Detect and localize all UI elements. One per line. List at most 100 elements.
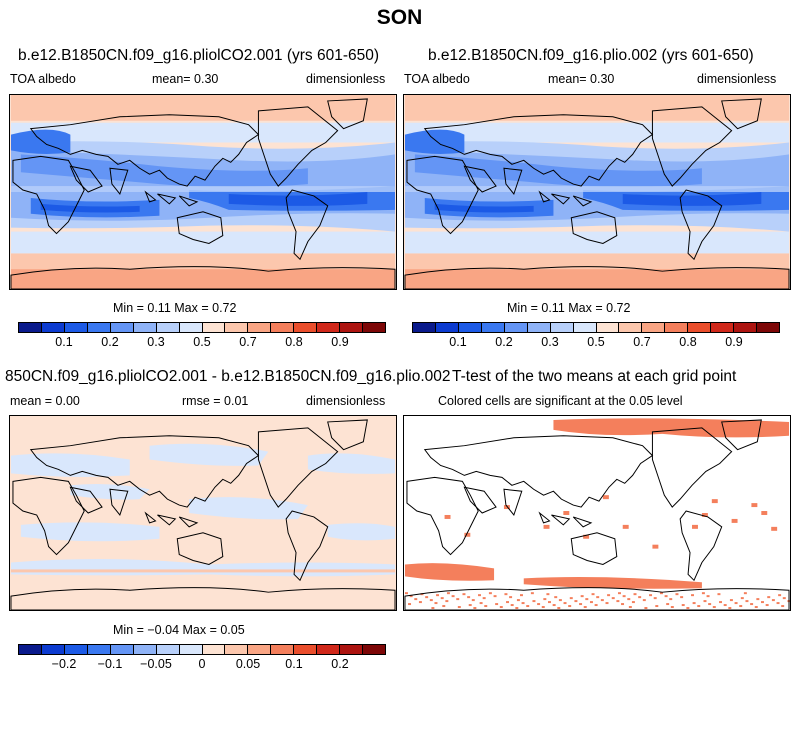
colorbar-swatch	[19, 645, 42, 654]
colorbar-swatch	[179, 323, 203, 332]
colorbar-swatch	[87, 645, 111, 654]
colorbar-tick-label: 0.1	[55, 335, 73, 349]
panel3-minmax: Min = −0.04 Max = 0.05	[113, 623, 245, 637]
colorbar-swatch	[133, 645, 157, 654]
map-field	[10, 416, 396, 610]
colorbar-swatch	[340, 645, 364, 654]
colorbar-swatch	[550, 323, 574, 332]
panel2-map	[403, 94, 791, 290]
colorbar-swatch	[179, 645, 203, 654]
colorbar-tick-label: 0.7	[633, 335, 651, 349]
colorbar-tick-label: 0.9	[331, 335, 349, 349]
colorbar-swatch	[596, 323, 620, 332]
panel3-units: dimensionless	[306, 394, 386, 408]
colorbar-tick-label: 0	[198, 657, 206, 671]
colorbar-swatch	[504, 323, 528, 332]
panel3-mean: mean = 0.00	[10, 394, 80, 408]
colorbar-swatch	[294, 323, 318, 332]
colorbar-tick-label: 0.5	[193, 335, 211, 349]
colorbar-tick-label: 0.7	[239, 335, 257, 349]
panel3-colorbar	[18, 644, 386, 655]
colorbar-swatch	[202, 645, 226, 654]
colorbar-swatch	[248, 645, 272, 654]
panel2-title: b.e12.B1850CN.f09_g16.plio.002 (yrs 601-…	[428, 47, 754, 64]
panel2-variable: TOA albedo	[404, 72, 470, 86]
panel1-units: dimensionless	[306, 72, 386, 86]
panel2-minmax: Min = 0.11 Max = 0.72	[507, 301, 631, 315]
panel2-colorbar	[412, 322, 780, 333]
colorbar-swatch	[156, 645, 180, 654]
colorbar-swatch	[435, 323, 459, 332]
colorbar-swatch	[642, 323, 666, 332]
colorbar-swatch	[41, 645, 65, 654]
colorbar-swatch	[271, 645, 295, 654]
colorbar-swatch	[340, 323, 364, 332]
colorbar-swatch	[317, 645, 341, 654]
colorbar-tick-label: −0.2	[51, 657, 77, 671]
panel1-colorbar-ticks: 0.1 0.2 0.3 0.5 0.7 0.8 0.9	[18, 335, 386, 351]
colorbar-tick-label: 0.5	[587, 335, 605, 349]
colorbar-swatch	[481, 323, 505, 332]
colorbar-swatch	[156, 323, 180, 332]
colorbar-swatch	[248, 323, 272, 332]
colorbar-swatch	[225, 645, 249, 654]
colorbar-tick-label: 0.05	[235, 657, 261, 671]
colorbar-swatch	[64, 645, 88, 654]
map-field	[404, 416, 790, 610]
colorbar-swatch	[458, 323, 482, 332]
colorbar-tick-label: −0.05	[140, 657, 172, 671]
colorbar-swatch	[573, 323, 597, 332]
colorbar-swatch	[271, 323, 295, 332]
colorbar-swatch	[41, 323, 65, 332]
colorbar-swatch	[87, 323, 111, 332]
colorbar-swatch	[688, 323, 712, 332]
colorbar-tick-label: 0.3	[541, 335, 559, 349]
map-field	[404, 95, 790, 289]
colorbar-swatch	[711, 323, 735, 332]
colorbar-swatch	[317, 323, 341, 332]
colorbar-swatch	[619, 323, 643, 332]
colorbar-swatch	[294, 645, 318, 654]
panel2-colorbar-ticks: 0.1 0.2 0.3 0.5 0.7 0.8 0.9	[412, 335, 780, 351]
colorbar-swatch	[110, 323, 134, 332]
panel2-mean: mean= 0.30	[548, 72, 615, 86]
panel4-subtitle: Colored cells are significant at the 0.0…	[438, 394, 683, 408]
panel3-map	[9, 415, 397, 611]
panel1-title: b.e12.B1850CN.f09_g16.pliolCO2.001 (yrs …	[18, 47, 380, 64]
colorbar-swatch	[133, 323, 157, 332]
colorbar-tick-label: 0.1	[285, 657, 303, 671]
map-field	[10, 95, 396, 289]
page-title: SON	[376, 6, 423, 29]
colorbar-tick-label: 0.9	[725, 335, 743, 349]
panel3-colorbar-ticks: −0.2 −0.1 −0.05 0 0.05 0.1 0.2	[18, 657, 386, 673]
panel4-map	[403, 415, 791, 611]
panel1-minmax: Min = 0.11 Max = 0.72	[113, 301, 237, 315]
colorbar-swatch	[665, 323, 689, 332]
colorbar-swatch	[757, 323, 779, 332]
colorbar-swatch	[64, 323, 88, 332]
colorbar-tick-label: 0.1	[449, 335, 467, 349]
colorbar-swatch	[734, 323, 758, 332]
colorbar-tick-label: 0.2	[331, 657, 349, 671]
panel1-map	[9, 94, 397, 290]
colorbar-swatch	[413, 323, 436, 332]
panel3-rmse: rmse = 0.01	[182, 394, 249, 408]
colorbar-tick-label: 0.8	[285, 335, 303, 349]
colorbar-swatch	[527, 323, 551, 332]
colorbar-swatch	[363, 323, 385, 332]
panel3-title: 850CN.f09_g16.pliolCO2.001 - b.e12.B1850…	[5, 368, 451, 385]
panel4-title: T-test of the two means at each grid poi…	[452, 368, 737, 385]
colorbar-tick-label: 0.2	[101, 335, 119, 349]
panel1-mean: mean= 0.30	[152, 72, 219, 86]
colorbar-tick-label: 0.3	[147, 335, 165, 349]
colorbar-swatch	[225, 323, 249, 332]
panel2-units: dimensionless	[697, 72, 777, 86]
colorbar-tick-label: 0.8	[679, 335, 697, 349]
panel1-colorbar	[18, 322, 386, 333]
colorbar-tick-label: 0.2	[495, 335, 513, 349]
panel1-variable: TOA albedo	[10, 72, 76, 86]
colorbar-swatch	[363, 645, 385, 654]
colorbar-swatch	[19, 323, 42, 332]
colorbar-tick-label: −0.1	[97, 657, 123, 671]
colorbar-swatch	[202, 323, 226, 332]
